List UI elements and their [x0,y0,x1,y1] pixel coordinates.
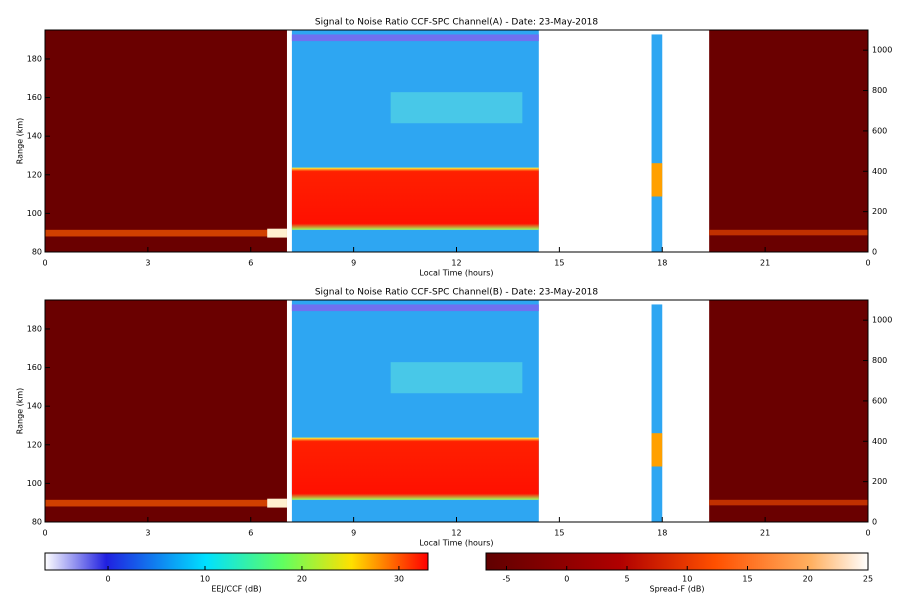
x-tick-label: 12 [451,259,461,268]
y-tick-label: 160 [27,363,42,372]
colorbar-tick-label: 10 [200,575,210,584]
colorbar [44,552,429,571]
x-tick-label: 15 [554,259,564,268]
y-tick-label: 100 [27,209,42,218]
y2-tick-label: 800 [872,356,887,365]
image-region [709,30,868,252]
x-tick-label: 18 [657,259,667,268]
y-axis-label: Range (km) [16,388,25,435]
x-tick-label: 21 [760,529,770,538]
panel: Signal to Noise Ratio CCF-SPC Channel(B)… [16,288,893,548]
x-tick-label: 3 [145,529,150,538]
x-tick-label: 9 [351,529,356,538]
image-region [291,167,539,230]
y2-tick-label: 800 [872,86,887,95]
image-region [709,499,868,506]
y-tick-label: 80 [32,248,42,257]
x-tick-label: 6 [248,529,253,538]
image-region [709,300,868,522]
x-tick-label: 12 [451,529,461,538]
x-tick-label: 0 [42,259,47,268]
image-region [267,498,287,508]
colorbar-label: Spread-F (dB) [649,585,704,594]
x-tick-label: 6 [248,259,253,268]
y2-tick-label: 1000 [872,316,892,325]
y2-tick-label: 0 [872,248,877,257]
y-tick-label: 160 [27,93,42,102]
x-tick-label: 15 [554,529,564,538]
image-region [291,304,539,312]
colorbar-tick-label: 15 [742,575,752,584]
colorbar-tick-label: 20 [803,575,813,584]
image-region [390,362,523,394]
x-tick-label: 0 [865,529,870,538]
panel-title: Signal to Noise Ratio CCF-SPC Channel(B)… [315,288,599,298]
colorbar-tick-label: -5 [502,575,510,584]
colorbar-tick-label: 30 [394,575,404,584]
y2-tick-label: 400 [872,167,887,176]
y-tick-label: 180 [27,54,42,63]
y-axis-label: Range (km) [16,118,25,165]
image-region [267,228,287,238]
y-tick-label: 120 [27,170,42,179]
x-axis-label: Local Time (hours) [419,539,493,548]
y-tick-label: 100 [27,479,42,488]
y-tick-label: 140 [27,402,42,411]
image-region [45,30,287,252]
image-region [651,34,663,252]
y-tick-label: 180 [27,324,42,333]
image-region [291,34,539,42]
x-axis-label: Local Time (hours) [419,269,493,278]
panel-title: Signal to Noise Ratio CCF-SPC Channel(A)… [315,18,599,28]
image-region [390,92,523,124]
image-region [45,499,287,507]
image-region [45,229,287,237]
colorbar-tick-label: 10 [682,575,692,584]
x-tick-label: 0 [865,259,870,268]
image-region [709,229,868,236]
x-tick-label: 3 [145,259,150,268]
colorbar-tick-label: 0 [564,575,569,584]
colorbar-tick-label: 5 [624,575,629,584]
image-region [651,433,663,467]
image-region [45,300,287,522]
image-region [291,437,539,500]
colorbar-label: EEJ/CCF (dB) [211,585,261,594]
colorbar-tick-label: 25 [863,575,873,584]
y2-tick-label: 200 [872,207,887,216]
image-region [651,163,663,197]
y2-tick-label: 400 [872,437,887,446]
x-tick-label: 9 [351,259,356,268]
x-tick-label: 21 [760,259,770,268]
y-tick-label: 120 [27,440,42,449]
y-tick-label: 140 [27,132,42,141]
colorbar-tick-label: 0 [105,575,110,584]
x-tick-label: 0 [42,529,47,538]
y2-tick-label: 0 [872,518,877,527]
y2-tick-label: 200 [872,477,887,486]
colorbar [485,552,869,571]
y2-tick-label: 1000 [872,46,892,55]
y2-tick-label: 600 [872,396,887,405]
y-tick-label: 80 [32,518,42,527]
colorbar-tick-label: 20 [297,575,307,584]
y2-tick-label: 600 [872,126,887,135]
x-tick-label: 18 [657,529,667,538]
panel: Signal to Noise Ratio CCF-SPC Channel(A)… [16,18,893,278]
image-region [651,304,663,522]
